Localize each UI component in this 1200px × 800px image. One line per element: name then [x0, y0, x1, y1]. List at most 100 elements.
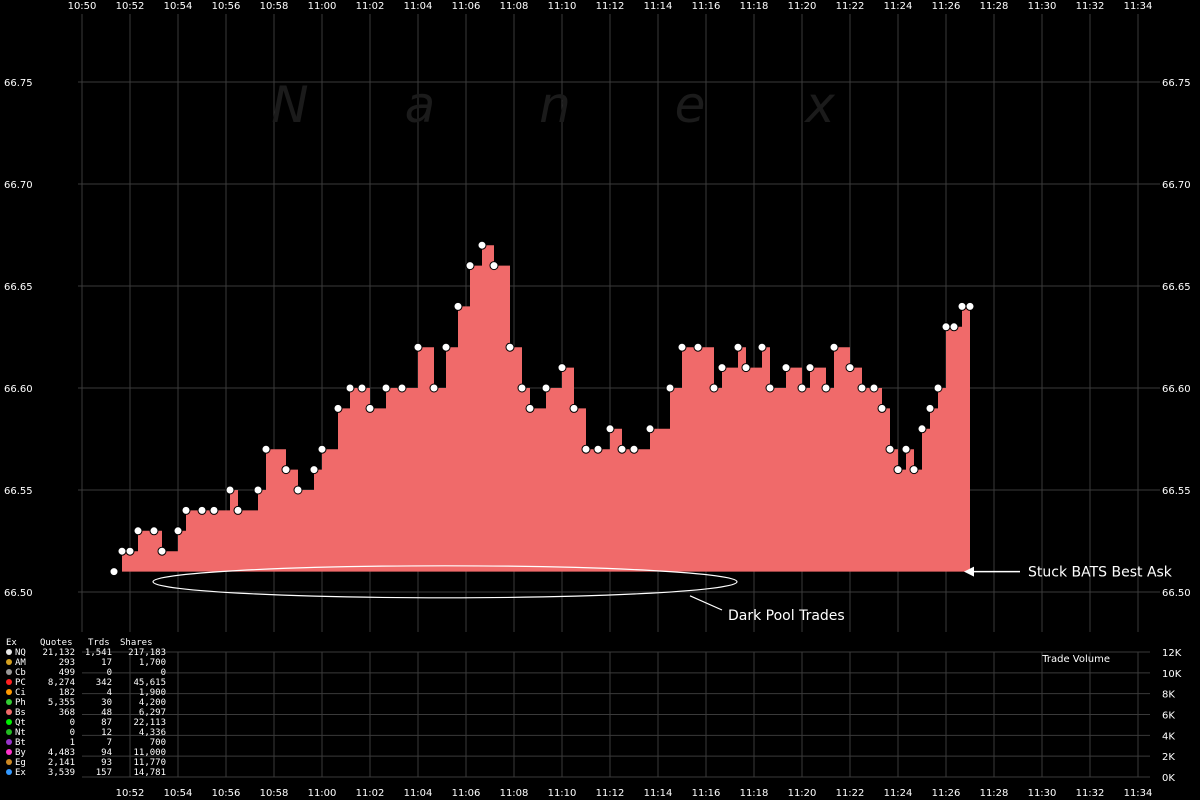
- volume-x-tick: 11:10: [548, 788, 577, 799]
- quote-point: [665, 383, 675, 393]
- legend-quotes: 2,141: [48, 758, 75, 768]
- x-tick-label: 11:06: [452, 1, 481, 12]
- legend-ex: Qt: [15, 718, 26, 728]
- quote-point: [465, 261, 475, 271]
- y-tick-label-right: 66.70: [1162, 180, 1191, 191]
- y-tick-label-right: 66.65: [1162, 282, 1191, 293]
- legend-swatch: [6, 709, 12, 715]
- quote-point: [125, 546, 135, 556]
- volume-y-tick: 10K: [1162, 669, 1182, 680]
- legend-trades: 93: [101, 758, 112, 768]
- quote-point: [541, 383, 551, 393]
- stuck-ask-annotation: Stuck BATS Best Ask: [1028, 565, 1173, 581]
- legend-ex: Eg: [15, 758, 26, 768]
- legend-swatch: [6, 739, 12, 745]
- legend-quotes: 21,132: [42, 648, 75, 658]
- volume-y-tick: 12K: [1162, 648, 1182, 659]
- watermark-letter: a: [405, 76, 436, 134]
- legend-ex: NQ: [15, 648, 26, 658]
- quote-point: [357, 383, 367, 393]
- quote-point: [645, 424, 655, 434]
- legend-trades: 4: [107, 688, 112, 698]
- x-tick-label: 10:54: [164, 1, 193, 12]
- legend-quotes: 293: [59, 658, 75, 668]
- quote-point: [381, 383, 391, 393]
- quote-point: [901, 444, 911, 454]
- x-tick-label: 10:52: [116, 1, 145, 12]
- legend-shares: 1,700: [139, 658, 166, 668]
- x-tick-label: 11:26: [932, 1, 961, 12]
- watermark-letter: e: [675, 76, 706, 134]
- quote-point: [525, 403, 535, 413]
- legend-shares: 45,615: [133, 678, 166, 688]
- x-tick-label: 11:34: [1124, 1, 1153, 12]
- legend-ex: PC: [15, 678, 26, 688]
- x-tick-label: 11:20: [788, 1, 817, 12]
- legend-ex: Bt: [15, 738, 26, 748]
- quote-point: [333, 403, 343, 413]
- legend-quotes: 8,274: [48, 678, 75, 688]
- quote-point: [845, 363, 855, 373]
- legend-trades: 87: [101, 718, 112, 728]
- quote-point: [569, 403, 579, 413]
- quote-point: [893, 465, 903, 475]
- quote-point: [157, 546, 167, 556]
- quote-point: [429, 383, 439, 393]
- quote-point: [197, 505, 207, 515]
- quote-point: [233, 505, 243, 515]
- quote-point: [365, 403, 375, 413]
- legend-ex: By: [15, 748, 26, 758]
- legend-swatch: [6, 649, 12, 655]
- legend-shares: 1,900: [139, 688, 166, 698]
- volume-x-tick: 11:12: [596, 788, 625, 799]
- volume-x-tick: 11:02: [356, 788, 385, 799]
- quote-point: [225, 485, 235, 495]
- quote-point: [797, 383, 807, 393]
- legend-trades: 17: [101, 658, 112, 668]
- y-tick-label-right: 66.50: [1162, 588, 1191, 599]
- volume-panel-label: Trade Volume: [1041, 654, 1110, 665]
- legend-shares: 6,297: [139, 708, 166, 718]
- legend-ex: Ci: [15, 688, 26, 698]
- volume-y-tick: 4K: [1162, 731, 1175, 742]
- legend-quotes: 5,355: [48, 698, 75, 708]
- quote-point: [781, 363, 791, 373]
- volume-x-tick: 11:20: [788, 788, 817, 799]
- volume-y-tick: 2K: [1162, 752, 1175, 763]
- x-tick-label: 11:28: [980, 1, 1009, 12]
- y-tick-label-left: 66.50: [4, 588, 33, 599]
- stuck-ask-arrowhead: [964, 566, 974, 577]
- quote-point: [821, 383, 831, 393]
- quote-point: [109, 567, 119, 577]
- quote-point: [453, 301, 463, 311]
- legend-ex: Ex: [15, 768, 26, 778]
- volume-x-tick: 11:22: [836, 788, 865, 799]
- quote-point: [857, 383, 867, 393]
- quote-point: [925, 403, 935, 413]
- watermark-letter: x: [803, 76, 835, 134]
- legend-ex: Cb: [15, 668, 26, 678]
- volume-y-tick: 0K: [1162, 773, 1175, 784]
- quote-point: [877, 403, 887, 413]
- legend-shares: 11,000: [133, 748, 166, 758]
- legend-ex: AM: [15, 658, 26, 668]
- volume-x-tick: 10:54: [164, 788, 193, 799]
- legend-trades: 342: [96, 678, 112, 688]
- quote-point: [605, 424, 615, 434]
- legend-quotes: 499: [59, 668, 75, 678]
- legend-ex: Nt: [15, 728, 26, 738]
- quote-point: [489, 261, 499, 271]
- x-tick-label: 11:24: [884, 1, 913, 12]
- y-tick-label-left: 66.75: [4, 78, 33, 89]
- x-tick-label: 11:22: [836, 1, 865, 12]
- quote-point: [941, 322, 951, 332]
- legend-ex: Ph: [15, 698, 26, 708]
- volume-x-tick: 11:26: [932, 788, 961, 799]
- quote-point: [717, 363, 727, 373]
- legend-shares: 14,781: [133, 768, 166, 778]
- volume-x-tick: 11:34: [1124, 788, 1153, 799]
- quote-point: [709, 383, 719, 393]
- legend-quotes: 4,483: [48, 748, 75, 758]
- legend-swatch: [6, 729, 12, 735]
